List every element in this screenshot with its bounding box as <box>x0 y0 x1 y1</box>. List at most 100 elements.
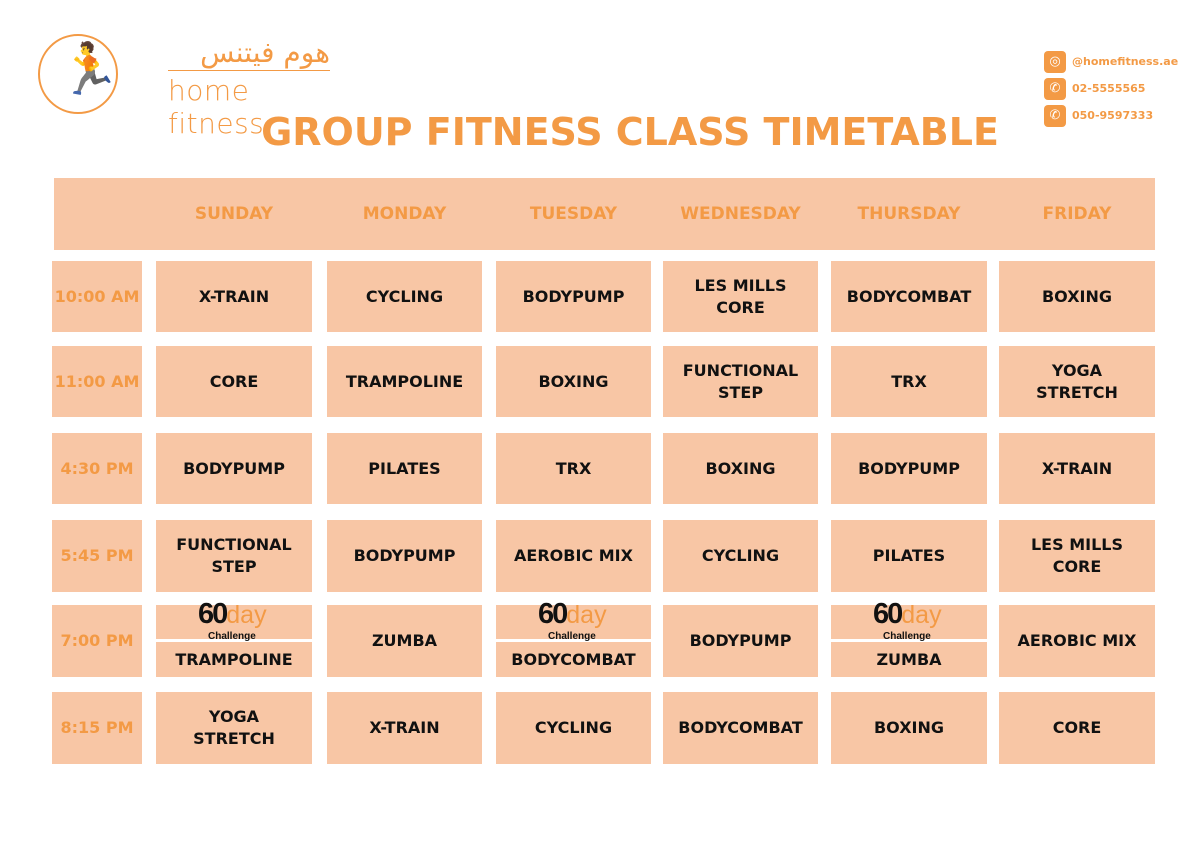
contact-whatsapp: ✆ 050-9597333 <box>1044 103 1178 128</box>
class-cell: PILATES <box>327 433 482 504</box>
day-header-tuesday: TUESDAY <box>529 204 618 224</box>
runner-icon: 🏃 <box>58 40 121 98</box>
class-name: CYCLING <box>701 546 780 565</box>
logo-circle <box>38 34 118 114</box>
time-slot: 4:30 PM <box>52 433 142 504</box>
class-cell: CORE <box>999 692 1155 764</box>
class-cell: BODYPUMP <box>496 261 651 332</box>
class-cell: TRX <box>496 433 651 504</box>
logo: 🏃 هوم فيتنس home fitness <box>38 34 330 140</box>
class-name: PILATES <box>872 546 946 565</box>
class-name: CYCLING <box>365 286 444 306</box>
class-cell: LES MILLS CORE <box>663 261 818 332</box>
class-name: FUNCTIONAL STEP <box>682 360 799 402</box>
class-cell: BODYPUMP <box>663 605 818 677</box>
instagram-icon: ◎ <box>1044 50 1066 73</box>
class-name: AEROBIC MIX <box>514 546 633 565</box>
class-cell: X-TRAIN <box>156 261 312 332</box>
class-name: BODYPUMP <box>858 458 960 478</box>
class-name: LES MILLS CORE <box>694 275 787 317</box>
class-cell: YOGA STRETCH <box>999 346 1155 417</box>
time-slot: 11:00 AM <box>52 346 142 417</box>
class-cell: 60day Challenge ZUMBA <box>831 600 987 677</box>
class-cell: BODYCOMBAT <box>663 692 818 764</box>
class-name: FUNCTIONAL STEP <box>176 535 292 576</box>
class-cell: BODYPUMP <box>327 520 482 592</box>
class-cell: BOXING <box>999 261 1155 332</box>
class-cell: ZUMBA <box>327 605 482 677</box>
class-name: BODYPUMP <box>183 458 285 478</box>
class-cell: 60day Challenge TRAMPOLINE <box>156 600 312 677</box>
page-title: GROUP FITNESS CLASS TIMETABLE <box>261 110 999 154</box>
challenge-badge: 60day Challenge <box>496 600 651 642</box>
class-cell: CYCLING <box>496 692 651 764</box>
badge-sub: Challenge <box>208 631 256 642</box>
class-cell: PILATES <box>831 520 987 592</box>
class-name: BODYPUMP <box>353 546 456 565</box>
class-name: BODYPUMP <box>689 631 792 650</box>
class-name: AEROBIC MIX <box>1017 631 1137 650</box>
class-cell: FUNCTIONAL STEP <box>156 520 312 592</box>
class-name: ZUMBA <box>831 642 987 677</box>
class-name: YOGA STRETCH <box>193 707 275 748</box>
class-name: BODYCOMBAT <box>846 286 972 306</box>
day-header-friday: FRIDAY <box>1042 204 1112 224</box>
class-cell: LES MILLS CORE <box>999 520 1155 592</box>
class-name: CORE <box>209 371 259 391</box>
class-cell: CYCLING <box>663 520 818 592</box>
day-header-thursday: THURSDAY <box>857 204 961 224</box>
day-header-monday: MONDAY <box>362 204 447 224</box>
badge-number: 60 <box>538 598 568 630</box>
badge-word: day <box>566 601 607 629</box>
class-name: CYCLING <box>534 718 613 737</box>
class-cell: FUNCTIONAL STEP <box>663 346 818 417</box>
class-name: LES MILLS CORE <box>1030 535 1123 576</box>
class-cell: AEROBIC MIX <box>999 605 1155 677</box>
class-name: PILATES <box>368 458 441 478</box>
whatsapp-number: 050-9597333 <box>1072 109 1154 122</box>
challenge-badge: 60day Challenge <box>156 600 312 642</box>
contact-instagram: ◎ @homefitness.ae <box>1044 49 1178 74</box>
class-name: X-TRAIN <box>1041 458 1113 478</box>
class-name: BOXING <box>873 718 945 737</box>
class-name: X-TRAIN <box>198 286 270 306</box>
class-name: TRAMPOLINE <box>156 642 312 677</box>
contact-phone: ✆ 02-5555565 <box>1044 76 1178 101</box>
badge-sub: Challenge <box>883 631 931 642</box>
class-cell: X-TRAIN <box>327 692 482 764</box>
class-cell: BODYPUMP <box>156 433 312 504</box>
class-name: TRAMPOLINE <box>345 371 464 391</box>
class-name: BOXING <box>1041 286 1113 306</box>
badge-word: day <box>901 601 942 629</box>
timetable-header <box>54 178 1155 250</box>
class-cell: TRX <box>831 346 987 417</box>
badge-word: day <box>226 601 267 629</box>
class-cell: BODYPUMP <box>831 433 987 504</box>
class-name: CORE <box>1052 718 1102 737</box>
day-header-sunday: SUNDAY <box>194 204 274 224</box>
class-cell: CORE <box>156 346 312 417</box>
brand-name: home fitness <box>168 74 265 140</box>
brand-name-arabic: هوم فيتنس <box>168 36 330 71</box>
class-cell: YOGA STRETCH <box>156 692 312 764</box>
class-name: YOGA STRETCH <box>1036 360 1118 402</box>
whatsapp-icon: ✆ <box>1044 104 1066 127</box>
class-name: BODYCOMBAT <box>678 718 803 737</box>
badge-sub: Challenge <box>548 631 596 642</box>
time-slot: 8:15 PM <box>52 692 142 764</box>
class-name: BOXING <box>538 371 609 391</box>
class-name: TRX <box>891 371 927 391</box>
class-name: BODYCOMBAT <box>496 642 651 677</box>
instagram-handle: @homefitness.ae <box>1072 55 1179 68</box>
class-name: BODYPUMP <box>522 286 625 306</box>
day-header-wednesday: WEDNESDAY <box>680 204 801 224</box>
time-slot: 7:00 PM <box>52 605 142 677</box>
class-cell: 60day Challenge BODYCOMBAT <box>496 600 651 677</box>
class-cell: AEROBIC MIX <box>496 520 651 592</box>
class-cell: BOXING <box>663 433 818 504</box>
class-cell: BODYCOMBAT <box>831 261 987 332</box>
contacts: ◎ @homefitness.ae ✆ 02-5555565 ✆ 050-959733… <box>1044 49 1178 130</box>
phone-number: 02-5555565 <box>1072 82 1146 95</box>
badge-number: 60 <box>198 598 228 630</box>
class-cell: TRAMPOLINE <box>327 346 482 417</box>
